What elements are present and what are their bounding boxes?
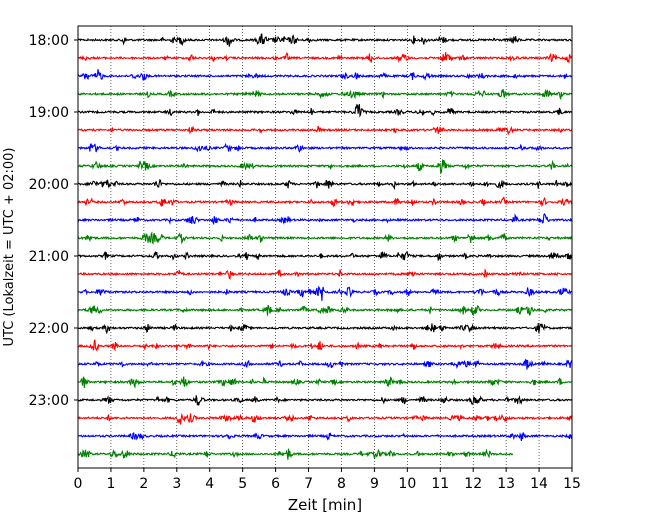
- x-tick-label: 1: [106, 476, 115, 492]
- y-tick-label: 18:00: [29, 33, 69, 49]
- seismic-trace: [77, 412, 573, 425]
- seismic-trace: [77, 231, 573, 245]
- x-tick-label: 13: [497, 476, 515, 492]
- x-tick-label: 3: [172, 476, 181, 492]
- seismic-trace: [77, 196, 573, 208]
- seismic-trace: [77, 304, 573, 317]
- x-tick-label: 8: [337, 476, 346, 492]
- x-tick-label: 4: [205, 476, 214, 492]
- x-tick-label: 2: [139, 476, 148, 492]
- seismic-trace: [77, 125, 573, 136]
- seismic-trace: [77, 69, 573, 81]
- plot-frame: [77, 25, 573, 469]
- seismic-trace: [77, 33, 573, 47]
- y-tick-label: 21:00: [29, 249, 69, 265]
- x-tick-label: 5: [238, 476, 247, 492]
- x-axis-label: Zeit [min]: [288, 496, 362, 514]
- seismic-trace: [77, 212, 573, 226]
- x-tick-label: 6: [271, 476, 280, 492]
- x-tick-label: 11: [431, 476, 449, 492]
- seismic-trace: [77, 88, 573, 101]
- x-tick-label: 14: [530, 476, 548, 492]
- y-tick-label: 22:00: [29, 321, 69, 337]
- seismic-trace: [78, 285, 572, 301]
- y-tick-label: 19:00: [29, 105, 69, 121]
- seismic-traces: [77, 33, 573, 460]
- seismic-trace: [77, 159, 573, 174]
- y-axis: 18:00 19:00 20:00 21:00 22:00 23:00: [29, 33, 78, 409]
- x-axis: 0 1 2 3 4 5 6 7 8 9 10 11 12 13 14 15: [74, 468, 581, 492]
- seismic-trace: [77, 323, 573, 335]
- seismic-trace: [77, 395, 573, 406]
- seismic-trace: [77, 376, 573, 389]
- seismic-trace: [77, 103, 573, 118]
- seismic-trace: [77, 339, 573, 352]
- seismic-trace: [77, 178, 573, 191]
- seismic-trace: [77, 52, 573, 65]
- y-axis-label: UTC (Lokalzeit = UTC + 02:00): [2, 148, 17, 347]
- seismic-trace: [77, 268, 573, 280]
- seismic-trace: [77, 142, 573, 153]
- seismic-trace: [77, 448, 514, 460]
- x-tick-label: 10: [398, 476, 416, 492]
- seismic-trace: [77, 432, 573, 441]
- x-tick-label: 15: [563, 476, 581, 492]
- x-tick-label: 0: [74, 476, 83, 492]
- x-tick-label: 7: [304, 476, 313, 492]
- y-tick-label: 20:00: [29, 177, 69, 193]
- seismic-trace: [77, 358, 573, 370]
- x-tick-label: 9: [370, 476, 379, 492]
- seismic-trace: [77, 250, 573, 262]
- x-tick-label: 12: [464, 476, 482, 492]
- y-tick-label: 23:00: [29, 393, 69, 409]
